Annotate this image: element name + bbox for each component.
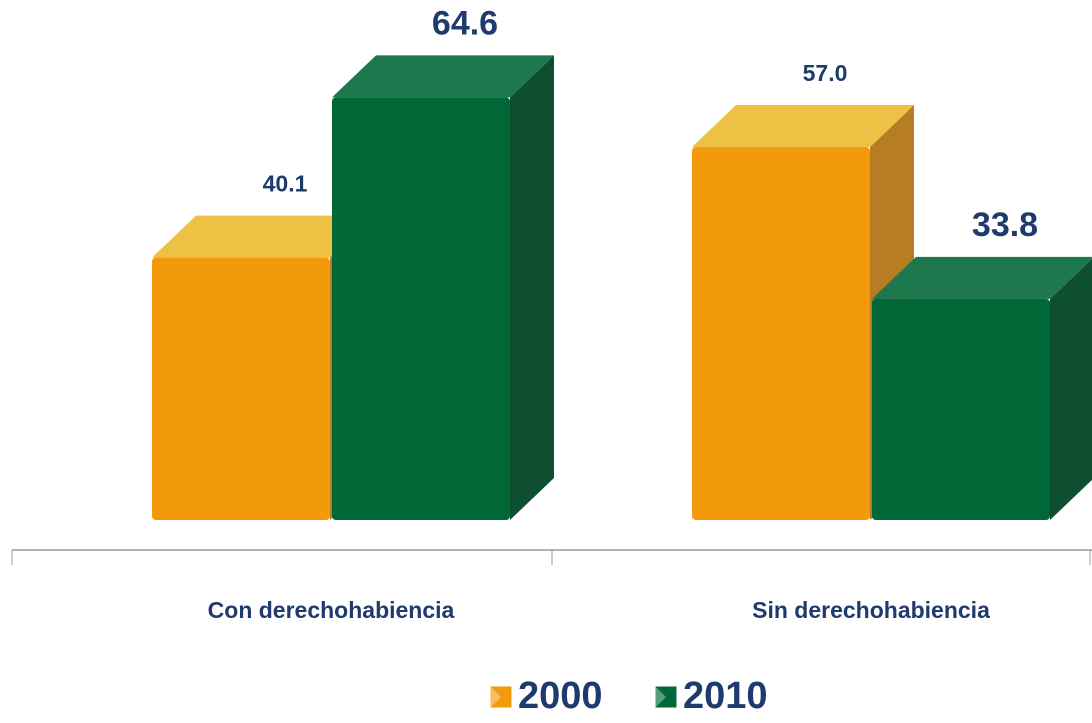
data-label: 40.1 xyxy=(263,171,308,197)
legend-label: 2010 xyxy=(683,675,768,717)
data-label: 57.0 xyxy=(803,60,848,86)
x-tick-label: Sin derechohabiencia xyxy=(752,597,990,623)
x-tick-label: Con derechohabiencia xyxy=(208,597,455,623)
data-label: 64.6 xyxy=(432,4,498,42)
bar-side xyxy=(1050,257,1092,520)
data-label: 33.8 xyxy=(972,206,1038,244)
chart: Con derechohabiencia 40.1 64.6 Sin derechoh… xyxy=(0,0,1092,723)
bar xyxy=(692,147,870,520)
bar-side xyxy=(510,55,554,520)
bar xyxy=(332,97,510,520)
legend-label: 2000 xyxy=(518,675,603,717)
bar xyxy=(152,258,330,520)
bar xyxy=(872,299,1050,520)
